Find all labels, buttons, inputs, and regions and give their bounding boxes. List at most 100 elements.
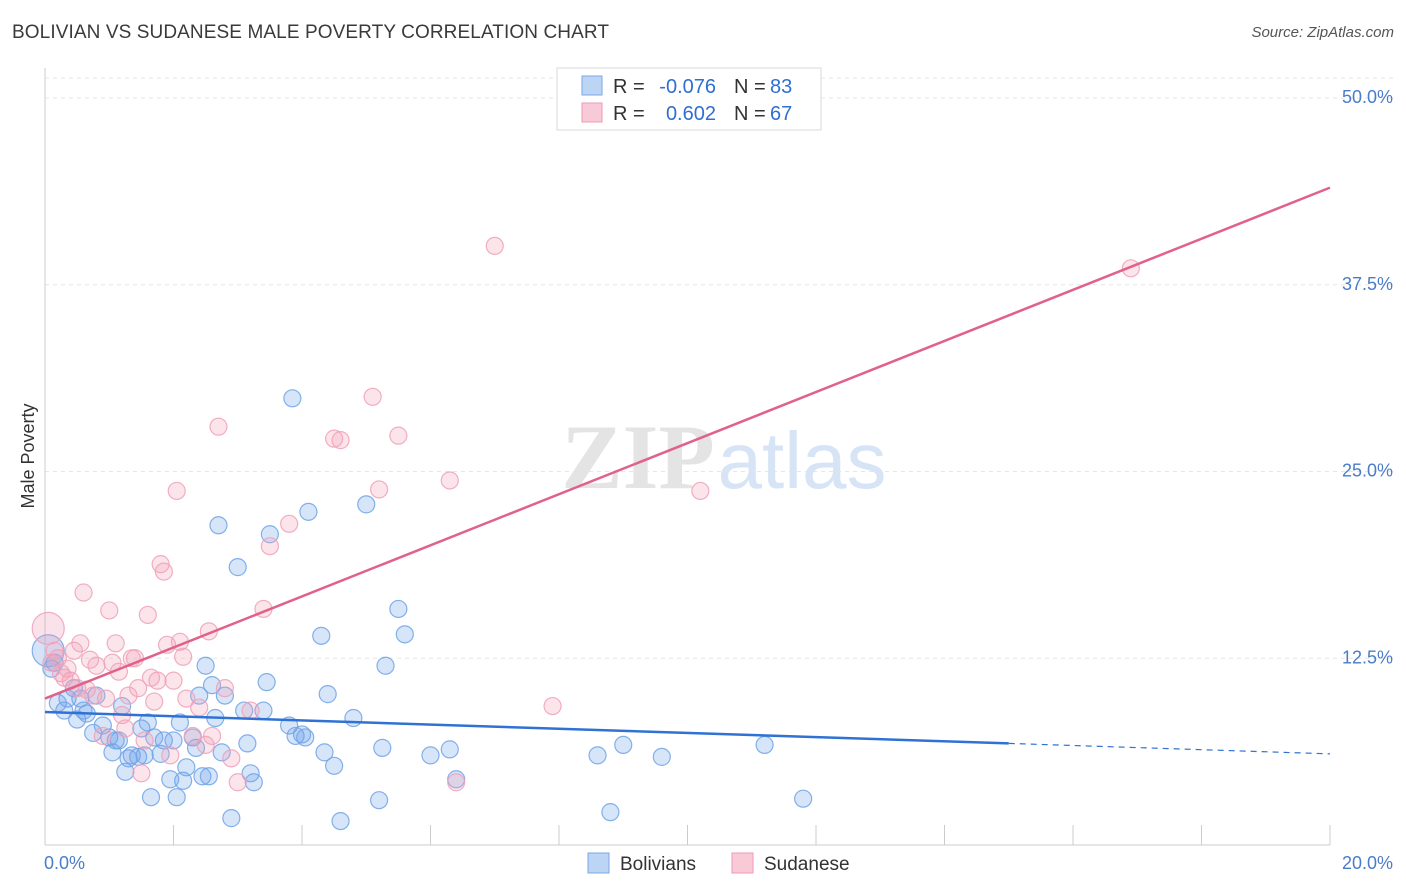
bolivians-point: [177, 758, 196, 777]
bolivians-trend-line: [44, 710, 1009, 745]
sudanese-point: [71, 634, 90, 653]
sudanese-point: [331, 431, 350, 450]
bolivians-point: [74, 701, 93, 720]
sudanese-point: [116, 719, 135, 738]
bolivians-point: [794, 789, 813, 808]
legend-r-label-sudanese: R =: [613, 103, 645, 125]
bolivians-point: [318, 685, 337, 704]
bolivians-point: [286, 726, 305, 746]
bolivians-point: [373, 738, 392, 757]
sudanese-point: [190, 698, 209, 717]
bolivians-point: [212, 743, 231, 762]
sudanese-point: [96, 689, 116, 708]
watermark-atlas: atlas: [718, 416, 887, 505]
bolivians-point: [389, 599, 408, 619]
sudanese-point: [691, 481, 710, 501]
x-tick-labels: 0.0% 20.0%: [44, 853, 1393, 873]
sudanese-point: [87, 656, 106, 675]
bolivians-point: [68, 710, 87, 729]
watermark-zip: ZIP: [561, 406, 714, 508]
sudanese-point: [215, 679, 234, 698]
sudanese-points: [31, 236, 1140, 792]
legend-n-label-sudanese: N =: [734, 103, 766, 125]
bottom-legend-swatch-sudanese: [731, 852, 754, 874]
sudanese-point: [129, 679, 148, 698]
bolivians-point: [222, 809, 241, 828]
sudanese-point: [64, 641, 84, 660]
bolivians-point: [141, 788, 161, 807]
bolivians-point: [296, 728, 315, 747]
sudanese-point: [325, 429, 344, 448]
bolivians-point: [376, 656, 395, 675]
sudanese-point: [164, 671, 183, 690]
axes: [44, 68, 1331, 846]
bolivians-point: [196, 656, 215, 675]
bolivians-point: [135, 746, 154, 765]
legend-swatch-sudanese: [581, 102, 603, 123]
sudanese-point: [145, 692, 164, 711]
y-tick-label: 50.0%: [1342, 87, 1393, 107]
bolivians-point: [238, 734, 257, 753]
bolivians-point: [325, 756, 344, 775]
legend-n-label-bolivians: N =: [734, 76, 766, 98]
trend-lines: [44, 186, 1331, 755]
bolivians-point: [164, 731, 183, 750]
bolivians-point: [344, 708, 363, 728]
sudanese-point: [177, 689, 196, 708]
bolivians-point: [209, 516, 228, 535]
sudanese-point: [228, 773, 247, 792]
bolivians-point: [122, 746, 141, 765]
bolivians-point: [357, 495, 376, 514]
bolivians-point: [174, 771, 193, 790]
sudanese-point: [280, 514, 299, 533]
sudanese-point: [485, 236, 504, 256]
legend-r-label-bolivians: R =: [613, 76, 645, 98]
bolivians-point: [215, 686, 234, 705]
bolivians-point: [755, 735, 774, 755]
bolivians-point: [199, 767, 218, 786]
sudanese-point: [389, 426, 408, 445]
sudanese-point: [260, 537, 279, 556]
x-tick-label: 0.0%: [44, 853, 85, 873]
sudanese-point: [74, 583, 93, 602]
series-legend: Bolivians Sudanese: [587, 852, 850, 875]
sudanese-point: [154, 562, 173, 581]
sudanese-point: [132, 764, 151, 783]
bolivians-point: [55, 701, 74, 720]
grid-lines: [45, 77, 1394, 659]
sudanese-point: [119, 686, 138, 705]
sudanese-point: [447, 773, 466, 792]
sudanese-point: [100, 601, 119, 620]
bolivians-point: [193, 767, 212, 786]
bolivians-point: [315, 743, 334, 762]
bolivians-point: [292, 725, 312, 744]
bottom-legend-swatch-bolivians: [587, 852, 610, 874]
sudanese-point: [440, 471, 459, 490]
bolivians-point: [588, 746, 607, 765]
x-tick-label: 20.0%: [1342, 853, 1393, 873]
bolivians-point: [395, 625, 414, 644]
bolivians-point: [151, 744, 170, 763]
sudanese-point: [209, 417, 228, 436]
bolivians-point: [257, 673, 276, 692]
bolivians-point: [299, 502, 318, 521]
bolivians-point: [244, 773, 263, 792]
bolivians-point: [370, 791, 389, 810]
sudanese-point: [543, 696, 562, 716]
bottom-legend-label-sudanese: Sudanese: [764, 854, 850, 875]
sudanese-point: [241, 701, 260, 720]
chart-title: BOLIVIAN VS SUDANESE MALE POVERTY CORREL…: [12, 22, 610, 43]
sudanese-point: [138, 605, 157, 625]
bolivians-trend-extension: [1008, 742, 1331, 755]
sudanese-point: [222, 749, 241, 768]
bolivians-point: [228, 558, 247, 577]
legend-r-value-bolivians: -0.076: [659, 76, 716, 98]
sudanese-trend-line: [44, 186, 1331, 700]
bolivians-point: [601, 803, 620, 822]
sudanese-point: [58, 659, 77, 678]
y-tick-labels: 12.5% 25.0% 37.5% 50.0%: [1342, 87, 1393, 667]
legend-swatch-bolivians: [581, 75, 603, 96]
sudanese-point: [174, 647, 193, 666]
bolivians-point: [170, 713, 190, 732]
